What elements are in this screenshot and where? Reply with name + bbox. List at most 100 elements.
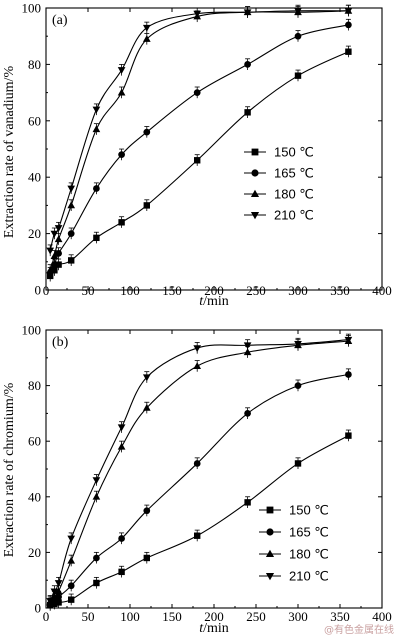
x-tick-label: 350 — [330, 609, 350, 624]
y-tick-label: 80 — [28, 57, 41, 72]
legend-marker — [251, 148, 259, 156]
data-point — [345, 432, 352, 439]
data-point — [117, 88, 126, 96]
data-point — [51, 267, 58, 274]
y-tick-label: 60 — [28, 434, 41, 449]
data-point — [117, 67, 126, 75]
data-point — [92, 106, 101, 114]
legend-marker — [251, 169, 259, 177]
series-triangle-up — [46, 335, 353, 609]
data-point — [143, 128, 151, 136]
x-tick-label: 400 — [372, 609, 392, 624]
x-tick-label: 200 — [204, 283, 224, 298]
data-point — [143, 202, 150, 209]
x-tick-label: 300 — [288, 283, 308, 298]
legend-entry: 150 ℃ — [274, 145, 314, 160]
data-point — [68, 596, 75, 603]
data-point — [117, 442, 126, 450]
y-tick-label: 20 — [28, 545, 41, 560]
data-point — [50, 230, 59, 238]
data-point — [118, 219, 125, 226]
data-point — [118, 535, 125, 542]
data-point — [143, 554, 150, 562]
data-point — [55, 261, 62, 268]
legend-entry: 165 ℃ — [274, 166, 314, 181]
x-tick-label: 150 — [162, 283, 182, 298]
y-tick-label: 40 — [28, 489, 41, 504]
data-point — [50, 588, 59, 596]
data-point — [67, 556, 76, 564]
data-point — [143, 507, 151, 515]
panel-label: (b) — [52, 335, 69, 350]
data-point — [345, 371, 352, 378]
x-tick-label: 0 — [43, 609, 50, 624]
data-point — [142, 374, 151, 382]
data-point — [243, 9, 252, 17]
data-point — [68, 257, 75, 264]
data-point — [67, 201, 76, 209]
data-point — [67, 582, 75, 590]
y-tick-label: 80 — [28, 378, 41, 393]
data-point — [193, 10, 202, 18]
data-point — [294, 7, 302, 15]
data-point — [243, 348, 252, 356]
data-point — [46, 247, 55, 255]
data-point — [345, 48, 352, 55]
data-point — [294, 341, 302, 348]
y-tick-label: 100 — [22, 323, 42, 338]
x-tick-label: 100 — [120, 283, 140, 298]
data-point — [67, 185, 76, 193]
plot-frame — [45, 7, 383, 291]
data-point — [294, 382, 302, 389]
data-point — [243, 342, 252, 350]
legend-marker — [250, 189, 260, 198]
panel-label: (a) — [52, 13, 68, 28]
legend-marker — [266, 506, 274, 514]
x-tick-label: 250 — [246, 609, 266, 624]
series-triangle-up — [46, 4, 353, 276]
data-point — [54, 587, 63, 595]
series-line — [49, 10, 349, 271]
series-line — [49, 51, 349, 277]
series-triangle-down — [46, 333, 353, 607]
y-tick-label: 60 — [28, 113, 41, 128]
data-point — [67, 535, 76, 543]
x-axis-label: t/min — [199, 294, 229, 309]
data-point — [142, 403, 151, 411]
data-point — [142, 35, 151, 42]
data-point — [294, 72, 302, 79]
y-tick-label: 0 — [35, 283, 42, 298]
data-point — [244, 410, 251, 417]
data-point — [244, 499, 251, 506]
legend-marker — [266, 528, 274, 536]
y-tick-label: 0 — [35, 601, 42, 616]
data-point — [46, 598, 55, 606]
data-point — [117, 424, 126, 432]
watermark: @有色金属在线 — [324, 625, 394, 636]
legend-marker — [250, 211, 260, 220]
data-point — [194, 157, 201, 164]
data-point — [54, 235, 63, 243]
legend-marker — [265, 572, 275, 581]
data-point — [92, 477, 101, 485]
data-point — [294, 32, 302, 40]
x-tick-label: 300 — [288, 609, 308, 624]
data-point — [193, 89, 201, 96]
data-point — [46, 266, 55, 274]
data-point — [54, 580, 63, 587]
legend-marker — [265, 549, 275, 558]
x-tick-label: 250 — [246, 283, 266, 298]
data-point — [93, 579, 100, 587]
y-tick-label: 100 — [22, 1, 42, 16]
x-tick-label: 50 — [82, 283, 95, 298]
data-point — [55, 249, 62, 257]
legend-entry: 165 ℃ — [289, 525, 329, 540]
y-axis-label: Extraction rate of vanadium/% — [2, 66, 17, 239]
plot-frame — [45, 329, 383, 609]
series-line — [49, 340, 349, 603]
data-point — [142, 24, 151, 32]
series-square — [47, 429, 352, 611]
data-point — [54, 225, 63, 232]
data-point — [92, 125, 101, 133]
